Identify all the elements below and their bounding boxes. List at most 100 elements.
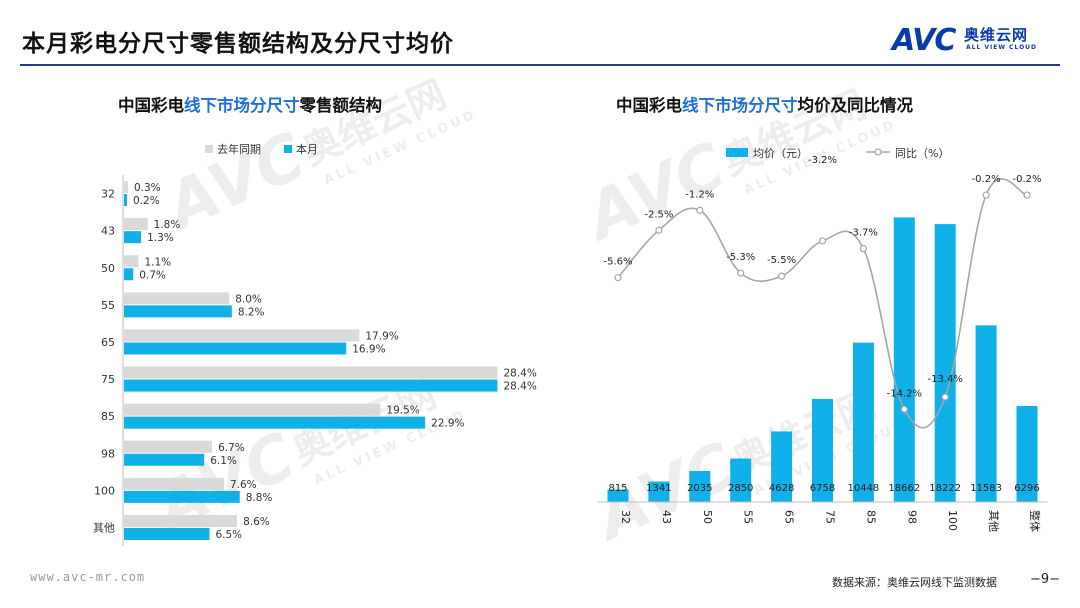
marker-yoy xyxy=(1023,191,1031,199)
data-label-yoy: -5.3% xyxy=(726,252,755,263)
bar-avg-price xyxy=(812,398,833,502)
data-label-this-month: 0.7% xyxy=(139,269,166,281)
marker-yoy xyxy=(982,191,990,199)
bar-avg-price xyxy=(893,217,915,502)
marker-yoy xyxy=(818,237,827,245)
marker-yoy xyxy=(778,272,786,280)
bar-last-year xyxy=(124,403,381,416)
bar-this-month xyxy=(124,490,240,503)
data-label-avg-price: 815 xyxy=(608,483,627,494)
left-bar-chart: 去年同期 本月 32 0.3%0.2% 43 1.8%1.3% 50 1.1%0.7% 55 8.… xyxy=(93,142,537,546)
data-label-last-year: 8.6% xyxy=(243,516,270,528)
x-tick-label: 50 xyxy=(701,510,714,524)
x-tick-label: 85 xyxy=(864,510,877,524)
bar-this-month xyxy=(124,379,498,392)
bar-this-month xyxy=(124,342,347,355)
marker-yoy xyxy=(696,206,704,214)
chart-legend: 去年同期 本月 xyxy=(205,142,318,156)
bar-last-year xyxy=(124,440,213,453)
bar-avg-price xyxy=(648,481,670,502)
right-chart-title: 中国彩电线下市场分尺寸均价及同比情况 xyxy=(616,92,913,116)
data-label-last-year: 28.4% xyxy=(503,368,536,380)
marker-yoy xyxy=(614,274,622,282)
data-label-this-month: 6.5% xyxy=(215,529,242,541)
marker-yoy xyxy=(655,226,663,234)
data-label-yoy: -1.2% xyxy=(685,189,714,200)
marker-yoy xyxy=(859,245,867,253)
data-label-last-year: 1.8% xyxy=(154,219,181,231)
data-label-avg-price: 11583 xyxy=(970,483,1002,494)
y-tick-label: 65 xyxy=(101,336,115,349)
data-label-avg-price: 18662 xyxy=(888,483,920,494)
data-label-yoy: -5.5% xyxy=(767,255,796,266)
bar-last-year xyxy=(124,366,498,379)
legend-marker-yoy xyxy=(874,148,882,156)
data-label-this-month: 1.3% xyxy=(147,232,174,244)
bar-this-month xyxy=(124,194,127,207)
x-tick-label: 整体 xyxy=(1028,510,1042,532)
data-label-avg-price: 18222 xyxy=(929,483,961,494)
y-tick-label: 55 xyxy=(101,299,115,312)
data-label-yoy: -2.5% xyxy=(644,209,673,220)
legend-label-this-month: 本月 xyxy=(296,142,318,156)
x-tick-label: 55 xyxy=(742,510,755,524)
marker-yoy xyxy=(737,269,745,277)
x-tick-label: 其他 xyxy=(987,510,1000,532)
right-combo-chart: 均价（元） 同比（%） 815 1341 2035 2850 4628 6758 10448 18… xyxy=(597,147,1048,532)
data-label-yoy: -5.6% xyxy=(603,257,632,268)
bar-this-month xyxy=(124,527,210,540)
y-tick-label: 50 xyxy=(101,262,115,275)
data-label-yoy: -14.2% xyxy=(887,388,922,399)
left-chart-title-pre: 中国彩电 xyxy=(118,96,184,115)
bar-avg-price xyxy=(975,325,997,502)
bar-last-year xyxy=(124,329,360,342)
legend-label-last-year: 去年同期 xyxy=(217,142,261,156)
x-tick-label: 75 xyxy=(824,510,837,524)
bar-avg-price xyxy=(689,470,711,502)
bar-avg-price xyxy=(771,431,793,502)
bar-last-year xyxy=(124,514,238,527)
data-label-this-month: 8.8% xyxy=(246,492,273,504)
logo-text: 奥维云网 xyxy=(964,26,1029,44)
bar-this-month xyxy=(124,268,134,281)
logo-subtext: ALL VIEW CLOUD xyxy=(966,44,1038,51)
y-tick-label: 100 xyxy=(94,484,115,497)
y-tick-label: 98 xyxy=(101,447,115,460)
left-chart-title: 中国彩电线下市场分尺寸零售额结构 xyxy=(118,92,382,116)
left-chart-title-highlight: 线下市场分尺寸 xyxy=(184,96,300,115)
data-label-last-year: 8.0% xyxy=(235,293,262,305)
x-tick-label: 43 xyxy=(660,510,673,524)
x-tick-label: 65 xyxy=(783,510,796,524)
title-divider xyxy=(20,64,1060,66)
line-yoy xyxy=(617,178,1028,429)
data-label-yoy: -13.4% xyxy=(928,374,963,385)
left-chart-title-post: 零售额结构 xyxy=(299,96,383,115)
data-label-this-month: 8.2% xyxy=(238,306,265,318)
data-label-avg-price: 4628 xyxy=(769,483,794,494)
right-chart-title-pre: 中国彩电 xyxy=(616,96,682,115)
y-tick-label: 43 xyxy=(101,225,115,238)
data-label-avg-price: 2035 xyxy=(687,483,712,494)
data-label-avg-price: 6296 xyxy=(1014,483,1039,494)
bar-avg-price xyxy=(730,458,752,502)
data-label-this-month: 28.4% xyxy=(503,381,536,393)
logo-mark: AVC xyxy=(892,23,956,58)
bar-last-year xyxy=(124,181,128,194)
bar-avg-price xyxy=(852,342,874,502)
bar-last-year xyxy=(124,292,230,305)
legend-swatch-this-month xyxy=(284,145,292,153)
legend-swatch-avg-price xyxy=(726,148,748,157)
y-tick-label: 其他 xyxy=(93,521,115,534)
data-label-last-year: 6.7% xyxy=(218,442,245,454)
data-label-avg-price: 10448 xyxy=(847,483,879,494)
data-label-this-month: 22.9% xyxy=(431,418,464,430)
brand-logo: AVC 奥维云网 ALL VIEW CLOUD xyxy=(892,22,1062,58)
data-label-avg-price: 2850 xyxy=(728,483,753,494)
legend-label-avg-price: 均价（元） xyxy=(753,147,808,160)
right-chart-title-highlight: 线下市场分尺寸 xyxy=(682,96,798,115)
data-label-this-month: 16.9% xyxy=(352,343,385,355)
legend-label-yoy: 同比（%） xyxy=(895,147,949,160)
footer-url[interactable]: www.avc-mr.com xyxy=(30,570,146,584)
x-tick-label: 98 xyxy=(905,510,918,524)
data-label-avg-price: 1341 xyxy=(646,483,671,494)
